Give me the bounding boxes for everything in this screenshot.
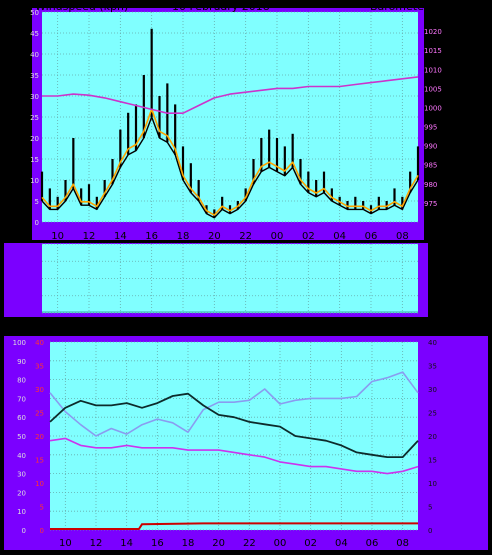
wind-ytick-label: 10 (30, 177, 39, 185)
wind-xtick-label: 10 (51, 231, 64, 242)
compass-e: E (434, 287, 441, 300)
rain-ytick-label: 0 (40, 527, 44, 535)
wind-ytick-label: 30 (30, 93, 39, 101)
temp-xtick-label: 20 (212, 538, 225, 549)
plot-area-1 (42, 12, 418, 222)
wind-xtick-label: 18 (177, 231, 190, 242)
baro-ytick-label: 980 (424, 181, 437, 189)
wind-ytick-label: 0 (35, 219, 39, 227)
wind-smooth-line (41, 108, 419, 216)
compass-n-bottom: N (434, 303, 443, 316)
temp-ytick-label: 20 (428, 433, 437, 441)
baro-ytick-label: 1010 (424, 66, 442, 74)
rain-ytick-label: 10 (35, 480, 44, 488)
date-title: 10 February 2018 (172, 0, 270, 13)
temp-xtick-label: 06 (366, 538, 379, 549)
rain-ytick-label: 15 (35, 457, 44, 465)
humidity-line (49, 371, 419, 437)
temp-xtick-label: 18 (182, 538, 195, 549)
temp-ytick-label: 0 (428, 527, 432, 535)
temp-ytick-label: 35 (428, 363, 437, 371)
humidity-ytick-label: 70 (17, 395, 26, 403)
baro-ytick-label: 975 (424, 200, 437, 208)
compass-s: S (434, 271, 441, 284)
wind-ytick-label: 5 (35, 198, 39, 206)
rain-ytick-label: 30 (35, 386, 44, 394)
rain-ytick-label: 35 (35, 363, 44, 371)
baro-ytick-label: 1000 (424, 104, 442, 112)
baro-ytick-label: 995 (424, 124, 437, 132)
humidity-ytick-label: 20 (17, 489, 26, 497)
temp-ytick-label: 5 (428, 504, 432, 512)
temp-xtick-label: 00 (274, 538, 287, 549)
baro-ytick-label: 1020 (424, 28, 442, 36)
temp-ytick-label: 25 (428, 410, 437, 418)
temp-xtick-label: 14 (120, 538, 133, 549)
wind-xtick-label: 06 (365, 231, 378, 242)
temperature-axis-title: Temperature (°C)Dew Point (°C) (312, 320, 488, 333)
humidity-ytick-label: 90 (17, 358, 26, 366)
temp-ytick-label: 10 (428, 480, 437, 488)
wind-avg-line (41, 116, 419, 219)
temp-ytick-label: 30 (428, 386, 437, 394)
humidity-ytick-label: 10 (17, 508, 26, 516)
wind-ytick-label: 40 (30, 51, 39, 59)
rainfall-axis-title: Rainfall (mm) (2, 320, 77, 333)
humidity-axis-title: Humidity (%) (81, 320, 154, 333)
wind-ytick-label: 15 (30, 156, 39, 164)
wind-ytick-label: 50 (30, 9, 39, 17)
wind-xtick-label: 12 (83, 231, 96, 242)
temp-xtick-label: 08 (396, 538, 409, 549)
baro-ytick-label: 1015 (424, 47, 442, 55)
humidity-ytick-label: 80 (17, 377, 26, 385)
compass-w: W (434, 255, 445, 268)
baro-ytick-label: 985 (424, 162, 437, 170)
temp-xtick-label: 04 (335, 538, 348, 549)
humidity-ytick-label: 50 (17, 433, 26, 441)
baro-ytick-label: 1005 (424, 85, 442, 93)
wind-xtick-label: 16 (145, 231, 158, 242)
temp-xtick-label: 12 (90, 538, 103, 549)
wind-ytick-label: 45 (30, 30, 39, 38)
barometer-line (42, 76, 419, 114)
rain-ytick-label: 25 (35, 410, 44, 418)
temperature-line (49, 392, 419, 458)
rain-ytick-label: 40 (35, 339, 44, 347)
barometer-axis-title: Barometer (hpa) (370, 0, 462, 13)
wind-xtick-label: 20 (208, 231, 221, 242)
windspeed-axis-title: Windspeed (kph) (35, 0, 129, 13)
wind-xtick-label: 22 (239, 231, 252, 242)
humidity-ytick-label: 30 (17, 471, 26, 479)
temp-ytick-label: 40 (428, 339, 437, 347)
plot-area-2 (42, 244, 418, 313)
wind-xtick-label: 08 (396, 231, 409, 242)
temp-xtick-label: 02 (304, 538, 317, 549)
wind-xtick-label: 00 (271, 231, 284, 242)
wind-xtick-label: 14 (114, 231, 127, 242)
temp-xtick-label: 22 (243, 538, 256, 549)
rain-ytick-label: 20 (35, 433, 44, 441)
humidity-ytick-label: 0 (22, 527, 26, 535)
temp-xtick-label: 10 (59, 538, 72, 549)
humidity-ytick-label: 40 (17, 452, 26, 460)
temp-ytick-label: 15 (428, 457, 437, 465)
wind-xtick-label: 02 (302, 231, 315, 242)
rainfall-line (50, 522, 418, 530)
rain-ytick-label: 5 (40, 504, 44, 512)
humidity-ytick-label: 60 (17, 414, 26, 422)
wind-ytick-label: 20 (30, 135, 39, 143)
wind-ytick-label: 35 (30, 72, 39, 80)
compass-n-top: N (434, 238, 443, 251)
baro-ytick-label: 990 (424, 143, 437, 151)
dew-point-line (49, 437, 419, 475)
wind-ytick-label: 25 (30, 114, 39, 122)
temp-xtick-label: 16 (151, 538, 164, 549)
humidity-ytick-label: 100 (13, 339, 26, 347)
wind-xtick-label: 04 (333, 231, 346, 242)
